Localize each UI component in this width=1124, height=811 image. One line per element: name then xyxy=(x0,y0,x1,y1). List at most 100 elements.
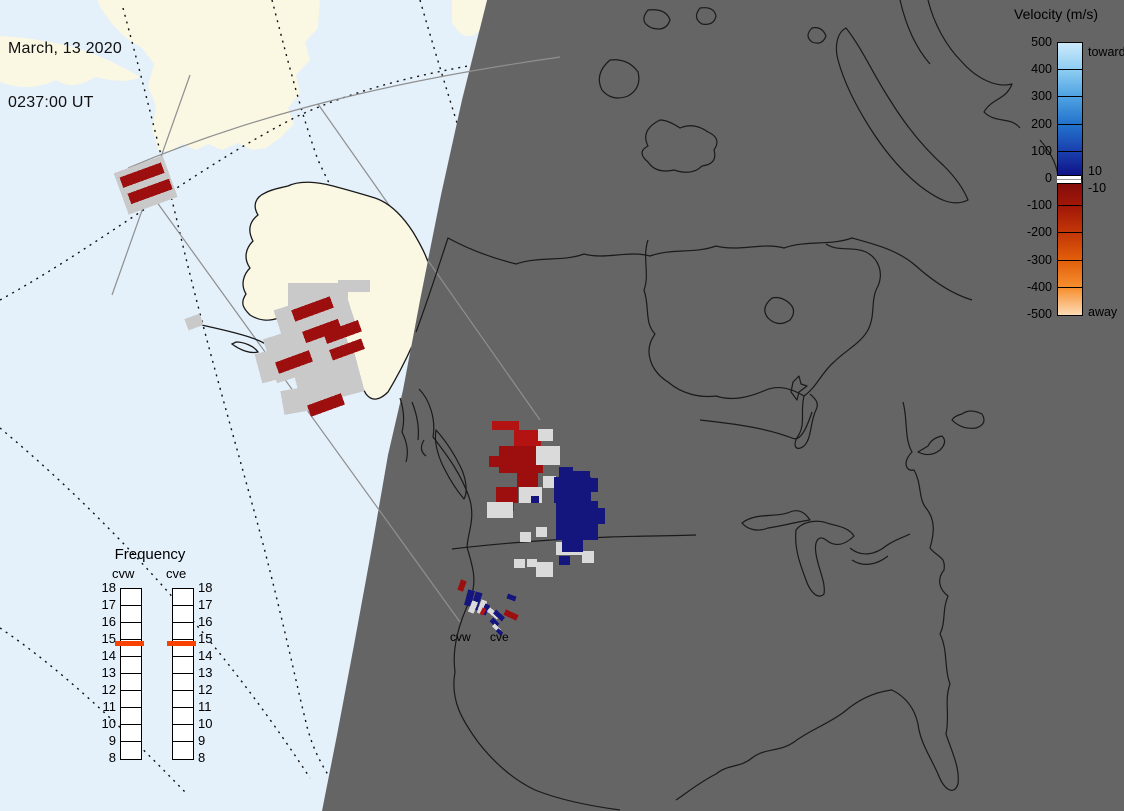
echo-cell xyxy=(586,478,598,492)
frequency-marker-cve xyxy=(167,641,196,646)
echo-cell xyxy=(489,617,500,628)
frequency-tick: 9 xyxy=(108,733,116,748)
frequency-tick: 17 xyxy=(198,597,213,612)
velocity-tick: 200 xyxy=(1031,116,1052,131)
grid-latitude-1 xyxy=(0,65,469,301)
echo-cell xyxy=(536,446,560,465)
echo-cell xyxy=(254,346,292,384)
echo-cell xyxy=(302,318,342,344)
frequency-ladder-cve xyxy=(172,588,194,760)
grid-meridian-1 xyxy=(122,7,349,803)
echo-cell xyxy=(329,338,365,361)
toward-label: toward xyxy=(1088,45,1124,59)
echo-cell xyxy=(559,556,570,565)
frequency-tick: 11 xyxy=(102,699,117,714)
frequency-cell xyxy=(121,589,141,606)
frequency-ticks-right: 18 17 16 15 14 13 12 11 10 9 8 xyxy=(198,581,220,764)
siberia-landmass xyxy=(0,0,487,152)
victoria-island xyxy=(641,119,718,173)
frequency-cell xyxy=(121,708,141,725)
lake-erie-ontario xyxy=(849,533,911,565)
site-label-cvw: cvw xyxy=(450,630,471,644)
frequency-tick: 14 xyxy=(198,648,213,663)
frequency-tick: 13 xyxy=(198,665,213,680)
echo-cell xyxy=(127,178,173,205)
frequency-tick: 16 xyxy=(198,614,213,629)
fov-range-arc xyxy=(127,56,561,169)
frequency-tick: 18 xyxy=(198,580,213,595)
echo-cell xyxy=(520,532,531,542)
echo-cell xyxy=(506,593,517,602)
velocity-tick: -300 xyxy=(1026,252,1052,267)
echo-cell xyxy=(467,600,479,614)
echo-cell xyxy=(514,559,525,568)
velocity-segment xyxy=(1058,206,1082,234)
echo-cell xyxy=(457,579,467,592)
atlantic-gulf-coast xyxy=(675,401,959,801)
vancouver-island xyxy=(434,429,467,500)
echo-cell xyxy=(291,296,334,322)
echo-cell xyxy=(489,456,500,467)
frequency-cell xyxy=(121,657,141,674)
velocity-segment xyxy=(1058,97,1082,125)
echo-cell xyxy=(538,429,553,441)
arctic-coast xyxy=(515,237,973,301)
echo-cell xyxy=(499,446,543,473)
velocity-segment xyxy=(1058,124,1082,152)
upper-threshold-label: 10 xyxy=(1088,164,1102,178)
james-bay-south-shore xyxy=(699,411,813,440)
frequency-marker-cvw xyxy=(115,641,144,646)
frequency-tick: 14 xyxy=(101,648,116,663)
echo-cell xyxy=(517,473,538,487)
frequency-ladder-cvw xyxy=(120,588,142,760)
frequency-cell xyxy=(121,674,141,691)
pacific-coast xyxy=(418,388,621,811)
frequency-cell xyxy=(173,640,193,657)
frequency-gauge-title: Frequency xyxy=(114,546,186,563)
echo-cell xyxy=(119,162,165,188)
banks-island xyxy=(598,59,640,99)
frequency-tick: 12 xyxy=(198,682,213,697)
lake-superior xyxy=(741,510,811,531)
echo-cell xyxy=(562,537,583,552)
time-text: 0237:00 UT xyxy=(8,94,94,111)
echo-cell xyxy=(487,502,513,518)
fov-edge-east xyxy=(317,103,541,421)
echo-cell xyxy=(536,562,553,577)
site-label-cve: cve xyxy=(490,630,509,644)
frequency-gauge: Frequency cvw cve 18 17 16 15 14 13 12 11 10 9 8 1… xyxy=(90,546,225,776)
nova-scotia xyxy=(917,435,946,456)
echo-cell xyxy=(338,280,370,292)
baffin-island xyxy=(835,27,969,204)
us-canada-border xyxy=(451,534,697,550)
labrador-coast xyxy=(927,0,1021,129)
frequency-tick: 9 xyxy=(198,733,206,748)
velocity-segment xyxy=(1058,233,1082,261)
echo-cell xyxy=(554,477,591,503)
newfoundland xyxy=(951,410,985,429)
frequency-cell xyxy=(173,691,193,708)
arctic-island-1 xyxy=(643,9,671,30)
arctic-island-2 xyxy=(695,7,717,25)
frequency-tick: 10 xyxy=(101,716,116,731)
lake-michigan-huron xyxy=(795,520,855,597)
echo-cell xyxy=(464,589,475,607)
echo-cell xyxy=(479,607,487,616)
frequency-tick: 8 xyxy=(198,750,206,765)
echo-cell xyxy=(492,609,506,622)
frequency-ticks-left: 18 17 16 15 14 13 12 11 10 9 8 xyxy=(94,581,117,764)
echo-cell xyxy=(536,527,547,537)
hudson-bay xyxy=(643,239,881,400)
velocity-legend-title: Velocity (m/s) xyxy=(1014,6,1099,22)
velocity-segment xyxy=(1058,70,1082,98)
frequency-cell xyxy=(121,623,141,640)
frequency-cell xyxy=(121,640,141,657)
frequency-cell xyxy=(121,725,141,742)
james-bay xyxy=(794,393,818,449)
alaska-canada-border xyxy=(415,237,517,333)
frequency-cell xyxy=(173,674,193,691)
southampton-island xyxy=(764,296,795,325)
velocity-legend: Velocity (m/s) 500 400 300 200 100 0 -100 -200 -… xyxy=(1004,0,1124,340)
frequency-tick: 10 xyxy=(198,716,213,731)
